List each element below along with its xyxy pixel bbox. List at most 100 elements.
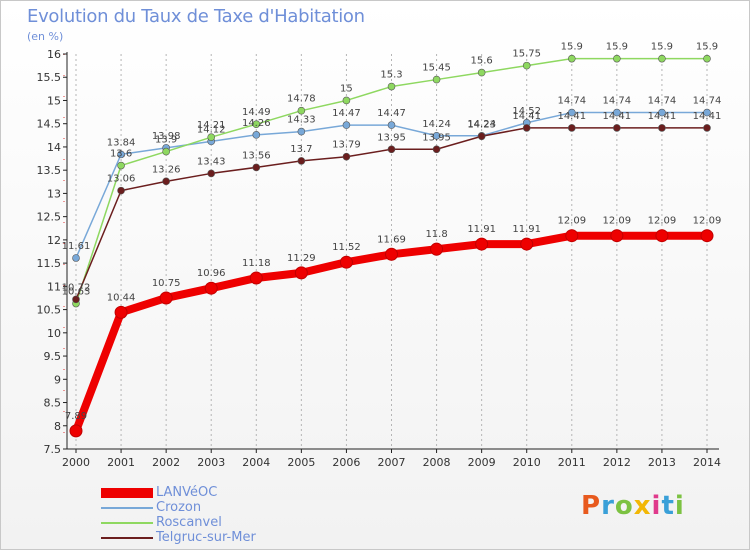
data-point <box>703 54 711 63</box>
data-point <box>252 131 261 139</box>
data-point <box>477 132 486 141</box>
data-point <box>703 124 711 132</box>
data-label: 14.47 <box>332 108 361 119</box>
legend-swatch <box>101 537 153 539</box>
data-point <box>432 131 441 140</box>
data-point <box>297 106 306 115</box>
data-label: 14.52 <box>512 106 541 117</box>
data-label: 15.75 <box>512 49 541 60</box>
data-label: 10.96 <box>197 268 226 279</box>
data-label: 15.9 <box>651 42 673 53</box>
data-label: 14.26 <box>242 118 271 129</box>
data-label: 14.41 <box>693 111 722 122</box>
data-label: 11.18 <box>242 258 271 269</box>
y-tick-label: 14 <box>47 141 61 154</box>
data-point <box>613 54 621 63</box>
y-tick-label: 8 <box>54 420 61 433</box>
logo-letter: x <box>633 491 652 521</box>
data-point <box>658 54 666 63</box>
data-label: 13.95 <box>422 132 451 143</box>
data-label: 15.3 <box>380 70 402 81</box>
data-label: 10.44 <box>107 292 136 303</box>
data-label: 15.9 <box>696 42 718 53</box>
logo-letter: P <box>581 491 602 521</box>
legend-swatch <box>101 522 153 524</box>
data-point <box>522 61 531 70</box>
data-label: 13.7 <box>290 144 312 155</box>
x-tick-label: 2005 <box>287 456 315 469</box>
data-label: 14.41 <box>512 111 541 122</box>
data-label: 14.23 <box>467 119 496 130</box>
data-label: 7.89 <box>65 411 87 422</box>
x-tick-label: 2013 <box>648 456 676 469</box>
data-label: 12.09 <box>648 216 677 227</box>
legend-swatch <box>101 507 153 509</box>
y-tick-label: 12.5 <box>37 211 62 224</box>
data-point <box>252 163 261 172</box>
logo-letter: o <box>614 491 634 521</box>
logo-letter: t <box>661 491 675 521</box>
data-label: 13.95 <box>377 132 406 143</box>
x-tick-label: 2006 <box>332 456 360 469</box>
data-point <box>69 424 83 438</box>
x-tick-label: 2000 <box>62 456 90 469</box>
data-point <box>114 305 128 319</box>
data-point <box>72 295 80 304</box>
data-label: 11.91 <box>512 224 541 235</box>
y-tick-label: 12 <box>47 234 61 247</box>
data-point <box>565 229 579 243</box>
data-label: 14.74 <box>648 96 677 107</box>
x-tick-label: 2003 <box>197 456 225 469</box>
data-point <box>117 186 125 195</box>
y-tick-label: 7.5 <box>44 443 62 456</box>
data-label: 10.75 <box>152 278 181 289</box>
data-point <box>432 145 441 154</box>
series-line-Telgruc-sur-Mer <box>75 127 707 300</box>
y-tick-label: 10 <box>47 327 61 340</box>
data-point <box>249 271 263 285</box>
chart-legend: LANVéOC Crozon Roscanvel Telgruc-sur-Mer <box>101 485 301 545</box>
y-tick-label: 14.5 <box>37 118 62 131</box>
data-label: 13.56 <box>242 150 271 161</box>
x-tick-label: 2012 <box>603 456 631 469</box>
data-label: 12.09 <box>557 216 586 227</box>
x-tick-label: 2002 <box>152 456 180 469</box>
legend-item: LANVéOC <box>101 485 301 500</box>
data-point <box>159 291 173 305</box>
data-label: 13.98 <box>152 131 181 142</box>
data-label: 14.24 <box>422 119 451 130</box>
legend-label: LANVéOC <box>156 485 218 500</box>
data-point <box>658 108 666 117</box>
data-label: 12.09 <box>603 216 632 227</box>
data-point <box>655 229 669 243</box>
data-label: 11.52 <box>332 242 361 253</box>
data-label: 14.47 <box>377 108 406 119</box>
data-point <box>610 229 624 243</box>
data-label: 15.6 <box>471 56 493 67</box>
data-point <box>207 169 216 178</box>
x-tick-label: 2007 <box>378 456 406 469</box>
data-label: 11.91 <box>467 224 496 235</box>
data-point <box>477 68 486 77</box>
y-tick-label: 10.5 <box>37 304 62 317</box>
data-point <box>72 254 80 262</box>
data-point <box>297 157 306 165</box>
data-label: 13.9 <box>155 135 177 146</box>
legend-label: Roscanvel <box>156 515 222 530</box>
data-label: 12.09 <box>693 216 722 227</box>
data-point <box>567 108 576 117</box>
data-label: 14.21 <box>197 120 226 131</box>
legend-item: Roscanvel <box>101 515 301 530</box>
data-point <box>204 281 218 295</box>
data-label: 13.26 <box>152 164 181 175</box>
legend-swatch <box>101 488 153 498</box>
data-point <box>385 247 398 261</box>
x-tick-label: 2004 <box>242 456 270 469</box>
data-point <box>342 96 351 105</box>
y-tick-label: 11.5 <box>37 257 62 270</box>
data-label: 11.29 <box>287 253 316 264</box>
data-point <box>567 124 576 132</box>
y-tick-label: 8.5 <box>44 397 62 410</box>
